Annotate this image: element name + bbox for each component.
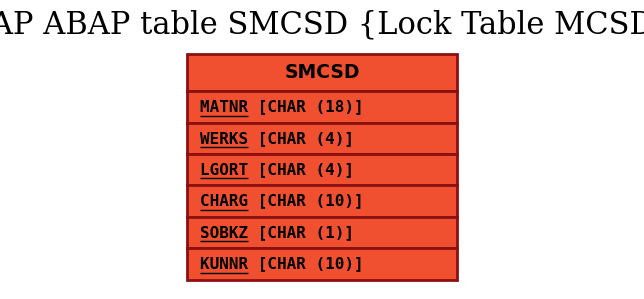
- Bar: [187, 54, 457, 91]
- Text: KUNNR [CHAR (10)]: KUNNR [CHAR (10)]: [200, 256, 363, 271]
- Bar: [187, 154, 457, 185]
- Bar: [187, 91, 457, 123]
- Text: SMCSD: SMCSD: [284, 63, 360, 82]
- Text: SOBKZ [CHAR (1)]: SOBKZ [CHAR (1)]: [200, 225, 354, 240]
- Bar: [187, 123, 457, 154]
- Text: MATNR [CHAR (18)]: MATNR [CHAR (18)]: [200, 99, 363, 115]
- Text: SAP ABAP table SMCSD {Lock Table MCSD}: SAP ABAP table SMCSD {Lock Table MCSD}: [0, 9, 644, 40]
- Bar: [187, 248, 457, 280]
- Bar: [187, 185, 457, 217]
- Bar: [187, 217, 457, 248]
- Text: LGORT [CHAR (4)]: LGORT [CHAR (4)]: [200, 162, 354, 177]
- Text: CHARG [CHAR (10)]: CHARG [CHAR (10)]: [200, 193, 363, 209]
- Text: WERKS [CHAR (4)]: WERKS [CHAR (4)]: [200, 131, 354, 146]
